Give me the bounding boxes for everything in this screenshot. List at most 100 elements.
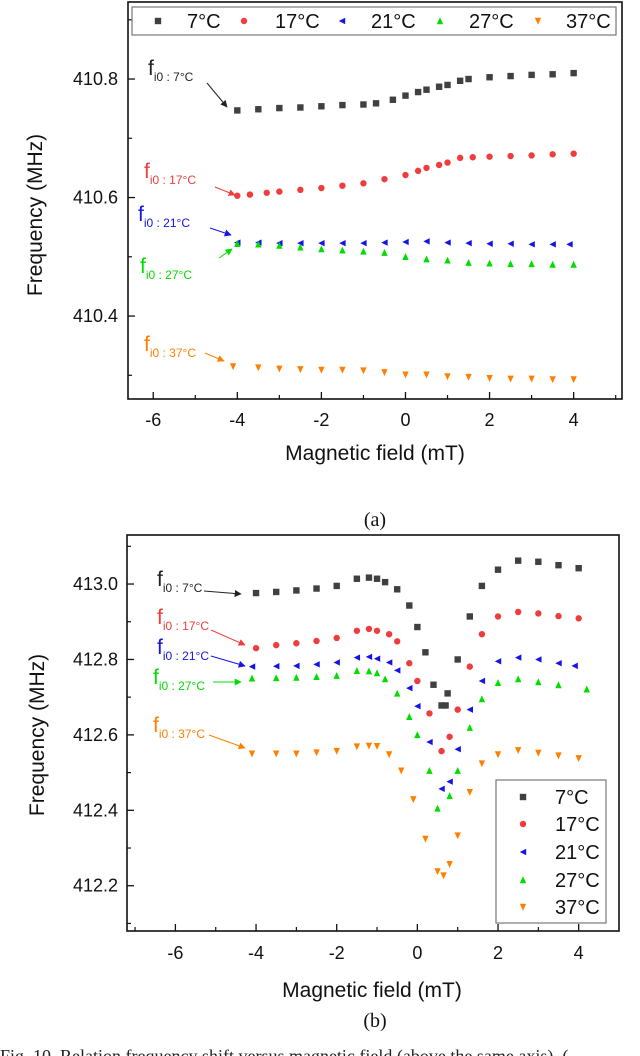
series-37c (248, 742, 582, 880)
annotation-subscript: i0 : 21°C (163, 649, 209, 663)
annotation-arrow (214, 186, 236, 196)
panel-label: (b) (363, 1010, 386, 1032)
data-point (318, 184, 325, 192)
annotation-label: fi0 : 21°C (157, 636, 209, 663)
data-point (229, 363, 237, 371)
annotation-label: fi0 : 7°C (157, 568, 203, 595)
data-point (486, 74, 493, 81)
data-point (360, 239, 367, 247)
data-point (465, 373, 472, 381)
x-tick-label: -4 (248, 943, 264, 963)
data-point (248, 663, 256, 670)
data-point (454, 767, 461, 774)
annotation-label: fi0 : 27°C (140, 255, 192, 282)
data-point (435, 83, 443, 90)
data-point (393, 667, 401, 674)
y-tick-label: 412.2 (73, 876, 118, 896)
data-point (444, 256, 451, 264)
data-point (293, 587, 300, 594)
data-point (381, 239, 388, 246)
data-point (402, 238, 409, 246)
legend-label: 37°C (555, 897, 600, 919)
data-point (373, 655, 381, 662)
data-point (414, 703, 421, 710)
annotation-f: f (144, 160, 150, 183)
annotation-arrow (210, 655, 246, 668)
data-point (293, 750, 300, 758)
data-point (444, 239, 451, 246)
x-tick-label: -2 (329, 943, 345, 963)
data-point (414, 167, 422, 175)
data-point (571, 662, 578, 670)
data-point (373, 743, 381, 750)
annotation-f: f (157, 636, 163, 659)
series-7c (252, 557, 582, 709)
data-point (422, 649, 429, 656)
data-point (446, 792, 453, 800)
legend-marker (519, 903, 527, 911)
y-axis-title: Frequency (MHz) (24, 134, 47, 296)
annotation-subscript: i0 : 7°C (154, 70, 194, 84)
data-point (333, 659, 340, 666)
annotation-subscript: i0 : 17°C (163, 619, 209, 633)
data-point (333, 582, 340, 590)
x-tick-label: 0 (400, 410, 410, 430)
data-point (423, 164, 430, 172)
y-tick-label: 412.8 (73, 649, 118, 669)
data-point (423, 255, 430, 263)
data-point (406, 602, 413, 609)
annotation-f: f (148, 57, 154, 80)
legend-label: 21°C (371, 11, 416, 33)
data-point (444, 690, 451, 697)
data-point (507, 375, 514, 383)
figure-caption: Fig. 10. Relation frequency shift versus… (0, 1046, 568, 1056)
data-point (313, 749, 320, 757)
data-point (486, 153, 493, 160)
series-17c (234, 150, 577, 199)
data-point (373, 627, 381, 634)
data-point (385, 751, 393, 759)
data-point (293, 673, 300, 681)
data-point (353, 575, 361, 582)
data-point (333, 634, 340, 642)
data-point (360, 247, 367, 255)
data-point (465, 75, 472, 83)
y-tick-label: 413.0 (73, 574, 118, 594)
chart-panel-a: -6 -4 -2 0 2 4 410.4 410.6 410.8 Magnetic field (… (24, 1, 623, 531)
data-point (426, 710, 433, 717)
data-point (273, 750, 280, 758)
annotation-label: fi0 : 27°C (153, 666, 205, 693)
data-point (293, 662, 300, 670)
data-point (514, 557, 522, 564)
x-tick-label: -6 (145, 410, 161, 430)
plot-frame (127, 1, 623, 400)
data-point (297, 239, 304, 247)
x-tick-label: 2 (493, 943, 503, 963)
series-21c (248, 653, 578, 793)
annotation-label: fi0 : 7°C (148, 57, 194, 84)
data-point (507, 72, 514, 80)
data-point (353, 627, 361, 634)
data-point (478, 582, 486, 590)
annotation-subscript: i0 : 27°C (159, 679, 205, 693)
legend-marker (154, 17, 162, 25)
data-point (446, 861, 453, 868)
data-point (246, 191, 254, 198)
data-point (423, 86, 430, 93)
annotation-label: fi0 : 17°C (157, 606, 209, 633)
data-point (528, 241, 535, 248)
data-point (507, 240, 514, 247)
data-point (372, 100, 380, 107)
data-point (339, 366, 346, 374)
series-37c (229, 363, 577, 384)
data-point (297, 243, 304, 251)
data-point (507, 260, 514, 268)
data-point (422, 835, 429, 843)
x-axis-title: Magnetic field (mT) (282, 979, 462, 1002)
data-point (398, 767, 405, 775)
legend-marker (338, 17, 346, 25)
data-point (385, 659, 393, 666)
data-point (402, 371, 409, 379)
annotation-arrow (209, 227, 232, 237)
series-27c (248, 667, 590, 812)
